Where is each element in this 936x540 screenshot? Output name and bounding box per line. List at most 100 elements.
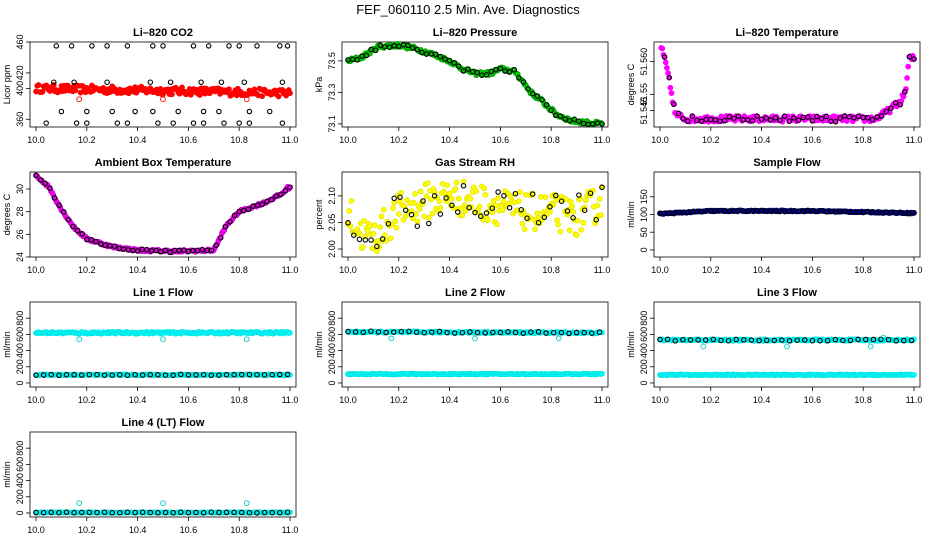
point-pressure-averages: [409, 45, 416, 51]
point-line1-averages: [238, 371, 245, 378]
point-co2-averages: [43, 120, 49, 126]
point-box_temp-averages: [227, 219, 233, 225]
point-line4-averages: [155, 510, 161, 516]
point-licor_temp-averages: [795, 117, 802, 124]
point-rh-averages: [449, 202, 455, 209]
point-licor_temp-averages: [754, 113, 760, 119]
point-pressure-averages: [566, 117, 573, 124]
point-rh-points: [489, 209, 496, 216]
point-line1-averages: [101, 372, 108, 378]
x-tick-label: 10.6: [180, 525, 198, 535]
x-tick-label: 10.0: [27, 265, 45, 275]
point-line1-averages: [63, 372, 70, 378]
point-line1-averages: [162, 372, 169, 378]
point-line3-averages: [741, 337, 747, 343]
point-line4-outliers: [76, 500, 83, 507]
x-tick-label: 10.4: [129, 525, 147, 535]
point-line4-averages: [94, 509, 100, 516]
y-tick-label: 200: [639, 359, 649, 374]
point-rh-points: [455, 195, 462, 202]
point-line4-averages: [208, 509, 215, 515]
point-line4-averages: [40, 509, 47, 516]
y-axis-label-line4: ml/min: [2, 461, 12, 488]
x-tick-label: 10.0: [651, 395, 669, 405]
panel-title-line1: Line 1 Flow: [133, 287, 193, 299]
point-co2-averages: [190, 43, 197, 49]
y-axis-label-sample_flow: ml/min: [626, 201, 636, 228]
point-rh-averages: [489, 205, 496, 211]
point-box_temp-averages: [134, 248, 141, 254]
x-tick-label: 10.0: [651, 265, 669, 275]
panel-title-co2: Li–820 CO2: [133, 27, 193, 39]
point-rh-points: [429, 210, 436, 217]
point-pressure-averages: [557, 113, 564, 119]
point-line1-averages: [223, 372, 230, 378]
point-pressure-averages: [506, 69, 513, 75]
point-line1-averages: [109, 372, 115, 378]
point-licor_temp-points: [904, 75, 910, 81]
point-rh-points: [452, 186, 459, 192]
point-rh-points: [417, 188, 424, 195]
point-box_temp-averages: [79, 231, 85, 237]
point-rh-averages: [362, 237, 369, 243]
point-line3-averages: [855, 336, 861, 343]
point-line1-averages: [78, 372, 85, 378]
y-axis-label-box_temp: degrees C: [2, 193, 12, 235]
y-tick-label: 0: [639, 247, 649, 252]
x-tick-label: 10.0: [27, 525, 45, 535]
point-licor_temp-averages: [768, 117, 774, 123]
x-tick-label: 11.0: [594, 135, 611, 145]
point-rh-points: [439, 181, 446, 187]
point-line4-averages: [238, 509, 245, 516]
x-tick-label: 11.0: [282, 135, 299, 145]
point-co2-averages: [170, 120, 176, 126]
y-tick-label: 73.1: [327, 115, 337, 133]
panel-frame-line2: [341, 301, 609, 388]
point-line2-averages: [421, 329, 427, 336]
point-line4-averages: [254, 510, 260, 516]
point-rh-averages: [368, 237, 374, 243]
point-line2-averages: [398, 328, 405, 335]
x-tick-label: 10.2: [78, 395, 96, 405]
point-line1-averages: [185, 372, 192, 378]
point-rh-points: [449, 196, 455, 202]
point-co2-averages: [160, 43, 166, 49]
point-line2-averages: [573, 329, 580, 336]
y-tick-label: 360: [15, 112, 25, 127]
point-pressure-averages: [529, 90, 536, 97]
point-rh-points: [423, 193, 430, 200]
x-tick-label: 10.2: [702, 265, 720, 275]
panel-frame-line1: [29, 301, 297, 388]
point-pressure-averages: [525, 86, 531, 92]
y-tick-label: 800: [639, 311, 649, 326]
point-box_temp-averages: [51, 195, 58, 201]
point-licor_temp-averages: [809, 118, 816, 124]
point-co2-averages: [147, 79, 154, 85]
point-rh-points: [364, 228, 371, 234]
point-rh-points: [563, 196, 570, 203]
point-box_temp-averages: [65, 216, 72, 223]
point-box_temp-averages: [273, 193, 279, 199]
point-pressure-averages: [465, 66, 471, 72]
point-rh-points: [597, 212, 604, 219]
y-tick-label: 26: [15, 229, 25, 239]
point-rh-points: [499, 207, 506, 214]
x-tick-label: 10.8: [542, 135, 560, 145]
point-line2-averages: [566, 330, 572, 337]
point-pressure-averages: [539, 96, 545, 103]
point-pressure-averages: [442, 56, 448, 62]
panel-title-pressure: Li–820 Pressure: [433, 27, 517, 39]
x-tick-label: 10.6: [180, 265, 198, 275]
point-line4-averages: [277, 509, 283, 516]
point-line4-averages: [261, 509, 268, 516]
point-box_temp-averages: [111, 243, 118, 250]
point-rh-points: [519, 220, 526, 227]
point-rh-points: [356, 231, 363, 237]
point-line4-averages: [178, 509, 184, 516]
point-rh-points: [395, 211, 402, 217]
point-line1-averages: [231, 372, 237, 378]
point-line3-averages: [885, 337, 892, 343]
point-box_temp-averages: [74, 227, 81, 234]
point-line2-averages: [490, 329, 496, 336]
point-licor_temp-averages: [763, 115, 769, 121]
